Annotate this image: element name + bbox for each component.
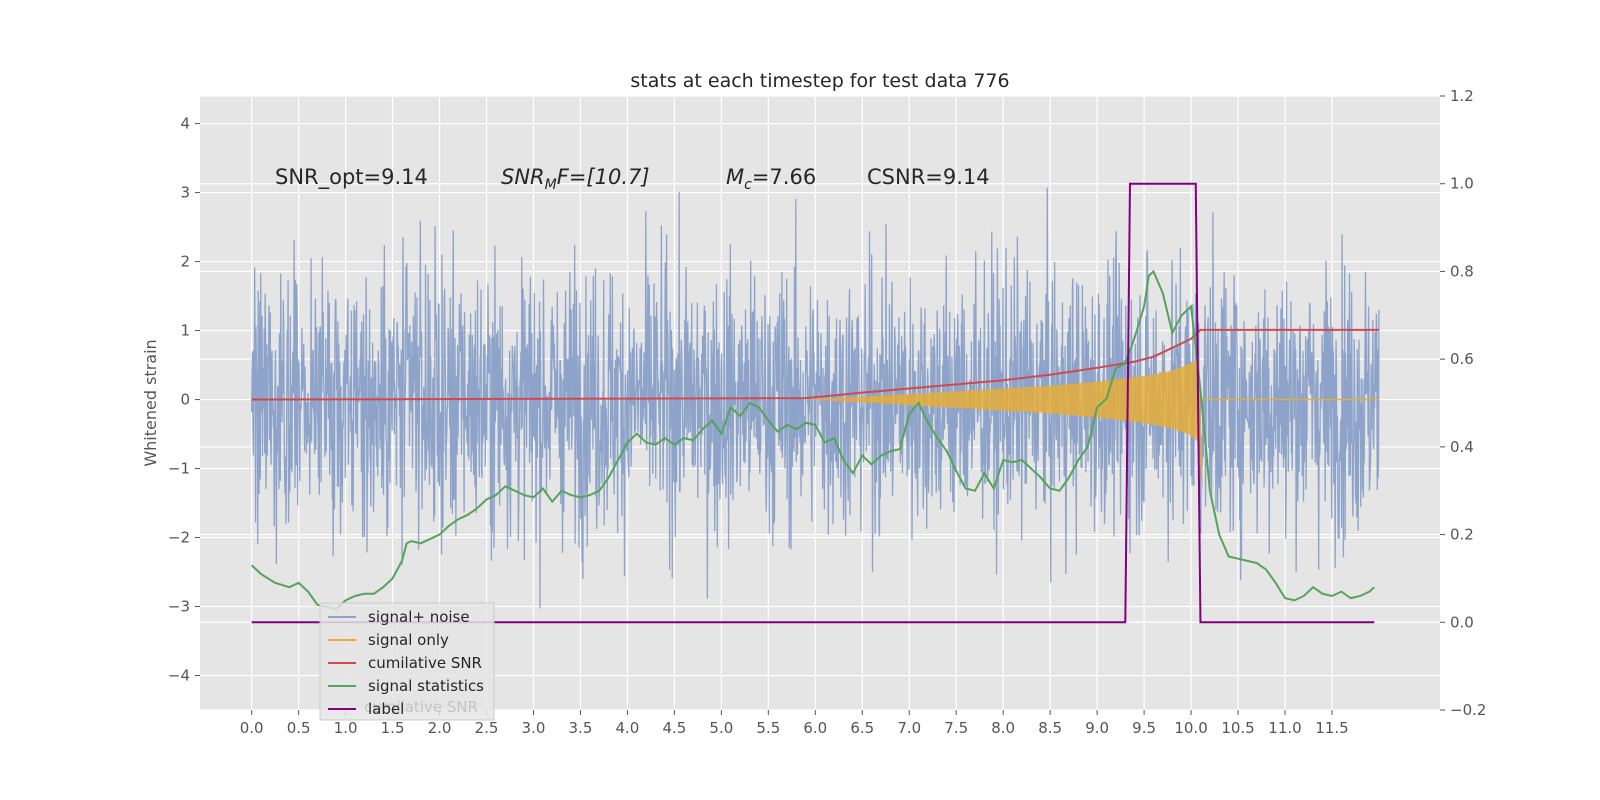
x-tick-label-17: 8.5 bbox=[1038, 719, 1062, 737]
y-tick-label-2: 2 bbox=[180, 253, 190, 271]
x-tick-label-16: 8.0 bbox=[991, 719, 1015, 737]
y-axis-label: Whitened strain bbox=[141, 339, 160, 466]
legend-entries: signal+ noise signal only cumilative SNR si… bbox=[328, 608, 484, 718]
label-line bbox=[251, 182, 1375, 624]
axes: 0.0 0.5 1.0 1.5 2.0 2.5 3.0 3.5 4.0 4.5 5.0 5.5 6.0 6… bbox=[168, 87, 1487, 737]
annotation-mc-main: M bbox=[726, 165, 744, 189]
x-tick-label-1: 0.5 bbox=[287, 719, 311, 737]
y-tick-label-7: −3 bbox=[168, 598, 190, 616]
x-tick-label-20: 10.0 bbox=[1174, 719, 1207, 737]
cumulative-snr-line bbox=[251, 328, 1379, 401]
annotation-mc-tail: =7.66 bbox=[752, 165, 816, 189]
x-tick-label-8: 4.0 bbox=[615, 719, 639, 737]
annotation-mc: Mc=7.66 bbox=[726, 165, 816, 193]
x-tick-label-13: 6.5 bbox=[850, 719, 874, 737]
legend-label-4: label bbox=[368, 700, 404, 718]
x-tick-label-9: 4.5 bbox=[662, 719, 686, 737]
legend-label-2: cumilative SNR bbox=[368, 654, 482, 672]
chart-title: stats at each timestep for test data 776 bbox=[630, 70, 1009, 92]
signal-only-envelope bbox=[805, 356, 1204, 497]
x-tick-label-6: 3.0 bbox=[522, 719, 546, 737]
x-tick-label-0: 0.0 bbox=[240, 719, 264, 737]
legend-label-1: signal only bbox=[368, 631, 449, 649]
legend: cumilative SNR signal+ noise signal only c… bbox=[319, 602, 495, 721]
y-tick-label-3: 1 bbox=[180, 322, 190, 340]
signal-only-series bbox=[805, 356, 1379, 497]
legend-label-3: signal statistics bbox=[368, 677, 484, 695]
y-tick-label-1: 3 bbox=[180, 184, 190, 202]
x-tick-label-23: 11.5 bbox=[1315, 719, 1348, 737]
y2-tick-label-0: 1.2 bbox=[1450, 87, 1474, 105]
signal-noise-line bbox=[251, 187, 1380, 609]
signal-noise-series bbox=[251, 187, 1380, 609]
x-tick-label-21: 10.5 bbox=[1221, 719, 1254, 737]
legend-label-0: signal+ noise bbox=[368, 608, 470, 626]
annotation-snr-opt: SNR_opt=9.14 bbox=[275, 165, 428, 190]
y2-tick-label-7: −0.2 bbox=[1450, 701, 1486, 719]
x-tick-label-19: 9.5 bbox=[1132, 719, 1156, 737]
y2-tick-label-5: 0.2 bbox=[1450, 526, 1474, 544]
x-tick-label-2: 1.0 bbox=[334, 719, 358, 737]
x-tick-label-22: 11.0 bbox=[1268, 719, 1301, 737]
annotation-snr-mf-sub: M bbox=[545, 177, 557, 193]
x-tick-label-3: 1.5 bbox=[381, 719, 405, 737]
y-tick-label-8: −4 bbox=[168, 667, 190, 685]
annotation-snr-mf-main: SNR bbox=[501, 165, 545, 189]
x-tick-label-7: 3.5 bbox=[569, 719, 593, 737]
x-tick-label-15: 7.5 bbox=[944, 719, 968, 737]
annotation-mc-sub: c bbox=[744, 177, 752, 193]
x-tick-label-12: 6.0 bbox=[803, 719, 827, 737]
x-tick-label-18: 9.0 bbox=[1085, 719, 1109, 737]
legend-ghost-text: cumilative SNR bbox=[364, 698, 478, 716]
annotation-snr-mf-tail: F=[10.7] bbox=[557, 165, 650, 189]
legend-box bbox=[319, 602, 495, 721]
x-tick-label-11: 5.5 bbox=[756, 719, 780, 737]
y2-tick-label-4: 0.4 bbox=[1450, 438, 1474, 456]
signal-statistics-line bbox=[250, 269, 1375, 611]
y2-tick-label-3: 0.6 bbox=[1450, 350, 1474, 368]
y-tick-label-0: 4 bbox=[180, 115, 190, 133]
line-series bbox=[250, 182, 1379, 624]
y-tick-label-5: −1 bbox=[168, 460, 190, 478]
y-tick-label-4: 0 bbox=[180, 391, 190, 409]
y2-tick-label-1: 1.0 bbox=[1450, 175, 1474, 193]
x-tick-label-5: 2.5 bbox=[475, 719, 499, 737]
x-tick-label-10: 5.0 bbox=[709, 719, 733, 737]
y-tick-label-6: −2 bbox=[168, 529, 190, 547]
y2-tick-label-2: 0.8 bbox=[1450, 262, 1474, 280]
annotation-snr-mf: SNRMF=[10.7] bbox=[501, 165, 650, 193]
annotation-csnr: CSNR=9.14 bbox=[867, 165, 990, 189]
x-tick-label-4: 2.0 bbox=[428, 719, 452, 737]
x-tick-label-14: 7.0 bbox=[897, 719, 921, 737]
y2-tick-label-6: 0.0 bbox=[1450, 613, 1474, 631]
